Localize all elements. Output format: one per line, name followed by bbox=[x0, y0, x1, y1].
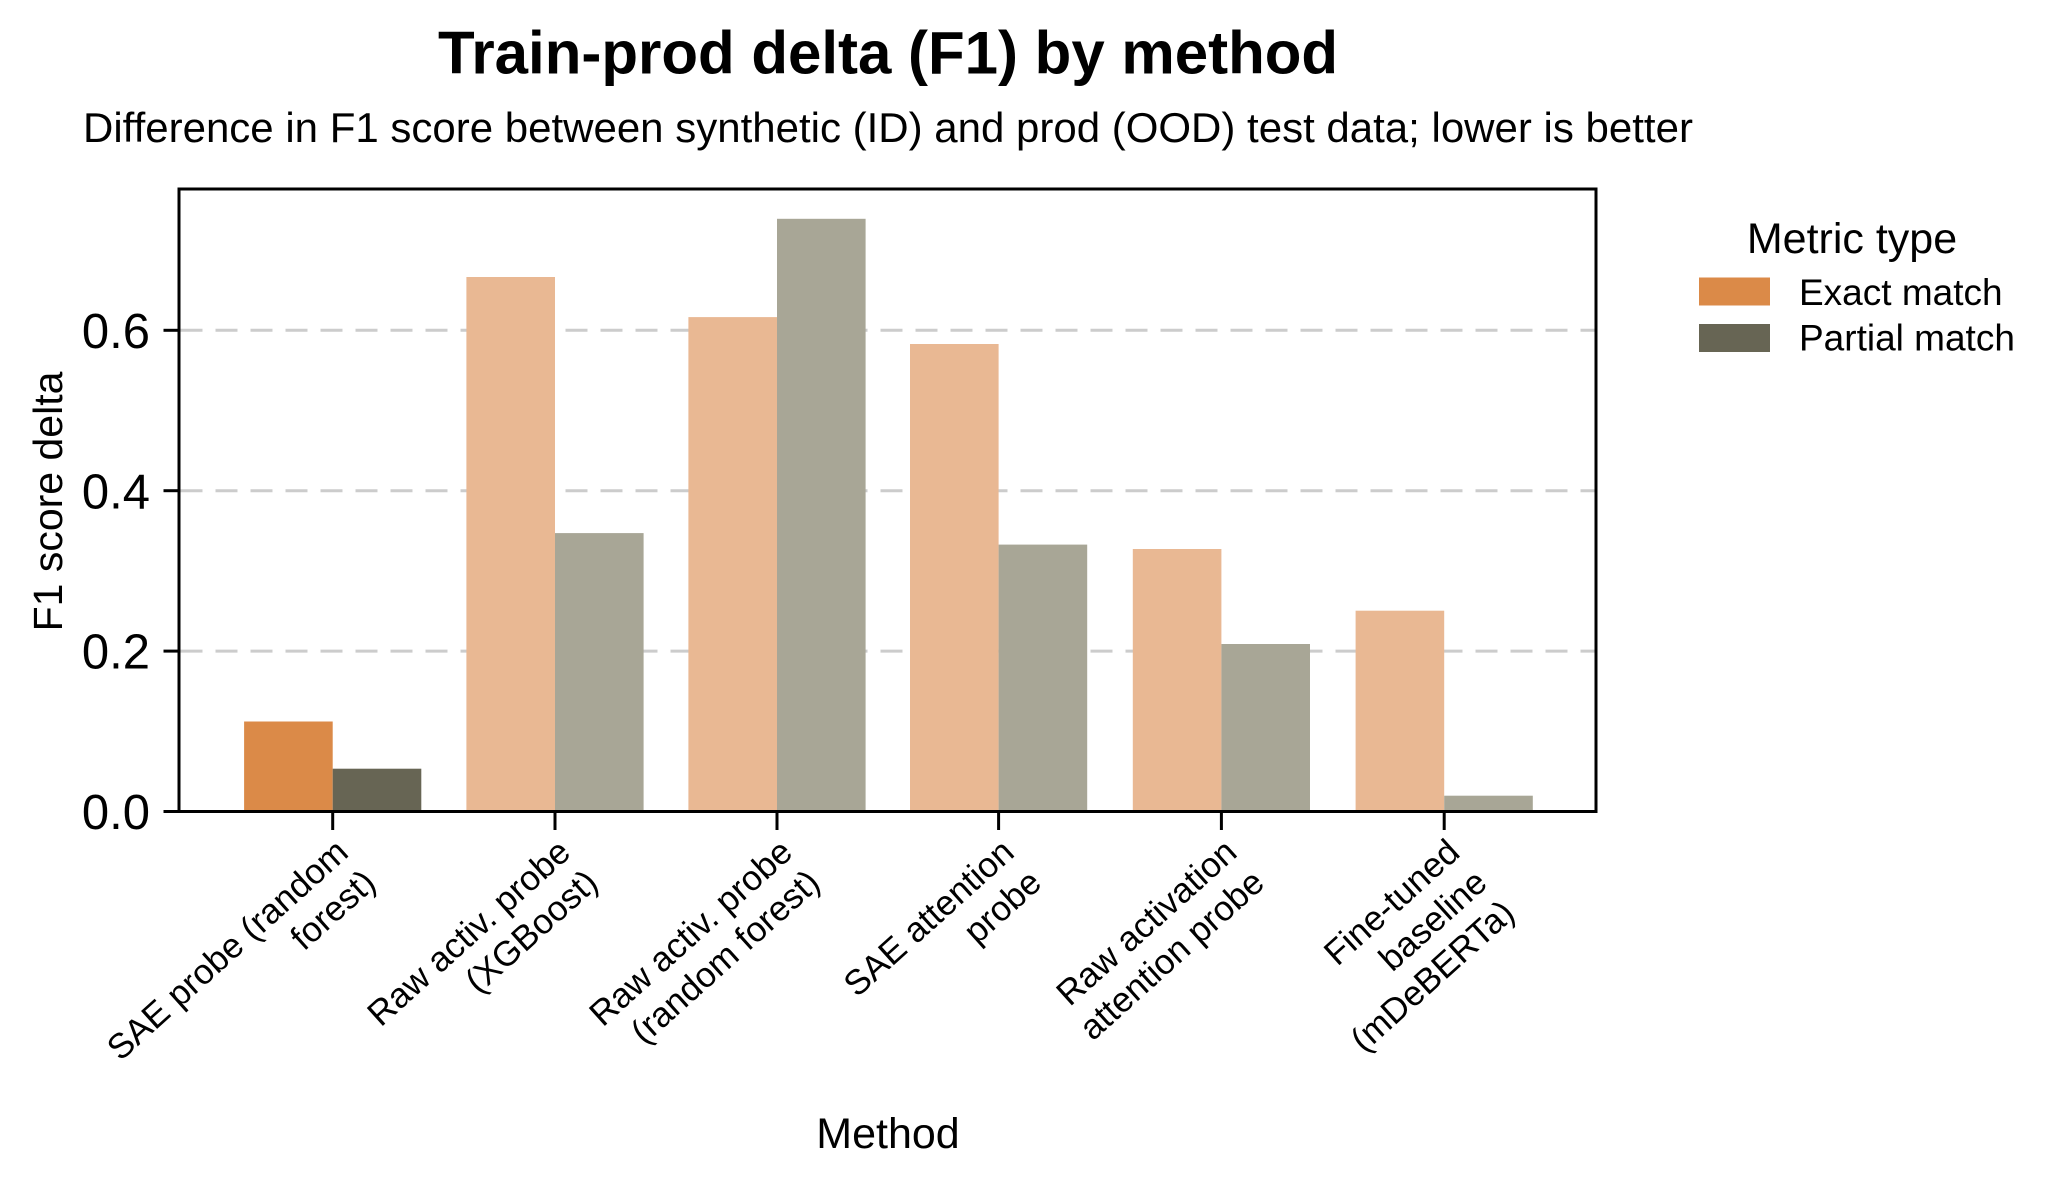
svg-text:Train-prod delta (F1) by metho: Train-prod delta (F1) by method bbox=[438, 20, 1338, 87]
svg-text:Difference in F1 score between: Difference in F1 score between synthetic… bbox=[83, 104, 1693, 151]
svg-text:0.0: 0.0 bbox=[82, 786, 150, 840]
svg-text:0.2: 0.2 bbox=[82, 626, 150, 680]
svg-text:Metric type: Metric type bbox=[1747, 215, 1957, 263]
svg-text:0.6: 0.6 bbox=[82, 305, 150, 359]
svg-text:Partial match: Partial match bbox=[1799, 318, 2015, 359]
svg-text:0.4: 0.4 bbox=[82, 465, 150, 519]
svg-text:Method: Method bbox=[816, 1110, 959, 1158]
svg-text:F1 score delta: F1 score delta bbox=[25, 371, 71, 631]
svg-text:Exact match: Exact match bbox=[1799, 272, 2003, 313]
